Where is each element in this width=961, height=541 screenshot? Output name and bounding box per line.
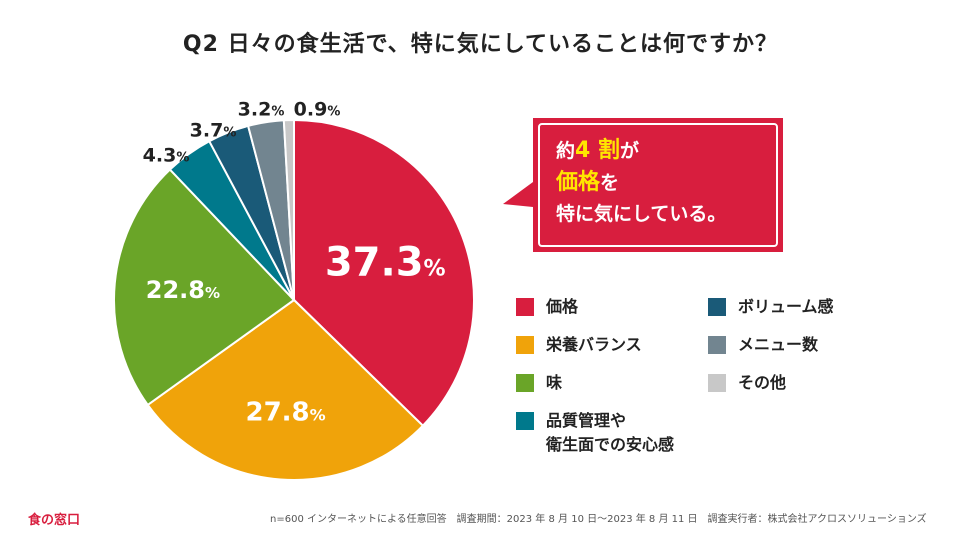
data-label-nutrition: 27.8% <box>245 397 325 427</box>
legend-label: 価格 <box>546 297 579 316</box>
data-label-other: 0.9% <box>294 99 341 121</box>
callout-line3: 特に気にしている。 <box>556 203 727 225</box>
legend-item-other: その他 <box>708 371 786 395</box>
brand-logo: 食の窓口 <box>28 513 81 528</box>
legend-swatch <box>516 298 534 316</box>
legend-item-volume: ボリューム感 <box>708 295 834 319</box>
legend-label-line2: 衛生面での安心感 <box>546 435 675 454</box>
legend-item-menu: メニュー数 <box>708 333 818 357</box>
data-label-taste: 22.8% <box>146 276 220 304</box>
pie-slice-nutrition <box>146 298 425 481</box>
callout-text: 約4 割が 価格を 特に気にしている。 <box>556 135 776 230</box>
data-label-price: 37.3% <box>325 240 446 286</box>
legend-label-line1: 品質管理や <box>546 411 627 430</box>
legend-swatch <box>708 374 726 392</box>
pie-slice-price <box>293 118 475 428</box>
legend-label: メニュー数 <box>738 335 819 354</box>
legend-label: 味 <box>546 373 563 392</box>
callout-line1-post: が <box>619 140 639 162</box>
callout-highlight-price: 価格 <box>556 170 601 195</box>
legend-item-quality: 品質管理や 衛生面での安心感 <box>516 409 674 457</box>
legend-swatch <box>516 374 534 392</box>
legend-label: 品質管理や 衛生面での安心感 <box>546 409 674 457</box>
data-label-quality: 4.3% <box>143 145 190 167</box>
legend-label: その他 <box>738 373 787 392</box>
legend-swatch <box>516 336 534 354</box>
legend: 価格 栄養バランス 味 品質管理や 衛生面での安心感 ボリューム感 メニュー数 … <box>516 295 916 465</box>
legend-swatch <box>708 336 726 354</box>
legend-item-price: 価格 <box>516 295 578 319</box>
callout-highlight-ratio: 4 割 <box>575 138 620 163</box>
callout-box <box>503 118 783 252</box>
page-title: Q2 日々の食生活で、特に気にしていることは何ですか？ <box>182 32 779 57</box>
callout-line2-post: を <box>600 172 620 194</box>
pie-slice-taste <box>113 168 296 407</box>
survey-note: n=600 インターネットによる任意回答 調査期間：2023 年 8 月 10 … <box>270 514 927 525</box>
legend-label: 栄養バランス <box>546 335 642 354</box>
legend-item-nutrition: 栄養バランス <box>516 333 642 357</box>
legend-label: ボリューム感 <box>738 297 834 316</box>
data-label-menu: 3.2% <box>238 99 285 121</box>
callout-line1-pre: 約 <box>556 140 576 162</box>
legend-item-taste: 味 <box>516 371 562 395</box>
pie-slice-other <box>282 118 295 301</box>
legend-swatch <box>516 412 534 430</box>
data-label-volume: 3.7% <box>190 120 237 142</box>
legend-swatch <box>708 298 726 316</box>
